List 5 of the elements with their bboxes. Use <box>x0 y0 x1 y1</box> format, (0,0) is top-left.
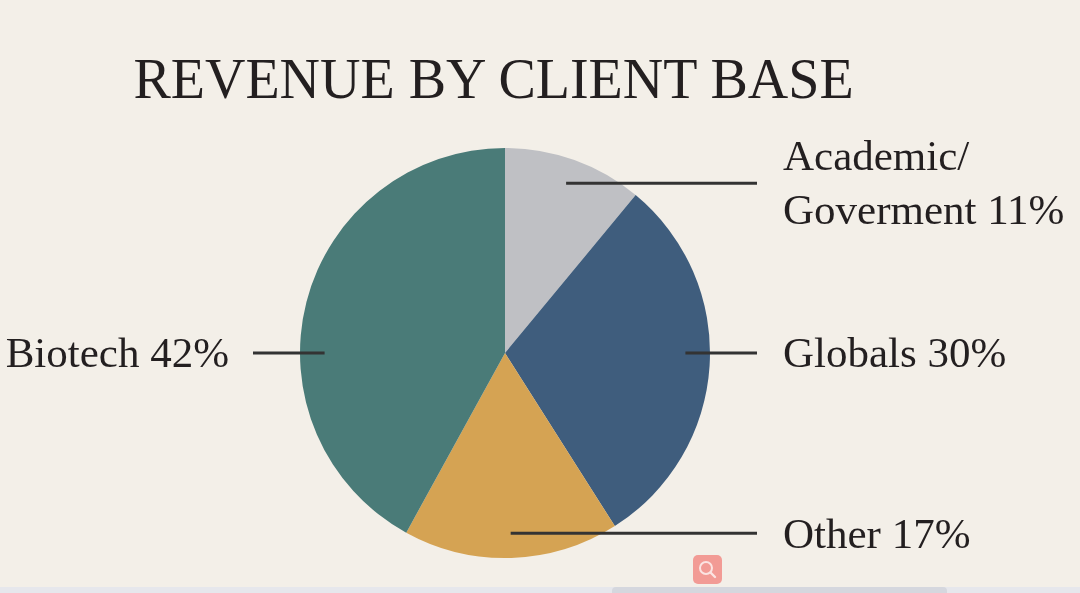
slice-label: Academic/Goverment 11% <box>783 132 1065 234</box>
chart-title: REVENUE BY CLIENT BASE <box>132 48 855 110</box>
slice-label: Biotech 42% <box>5 329 229 377</box>
slice-label: Globals 30% <box>783 329 1007 377</box>
slice-label: Other 17% <box>783 509 971 557</box>
